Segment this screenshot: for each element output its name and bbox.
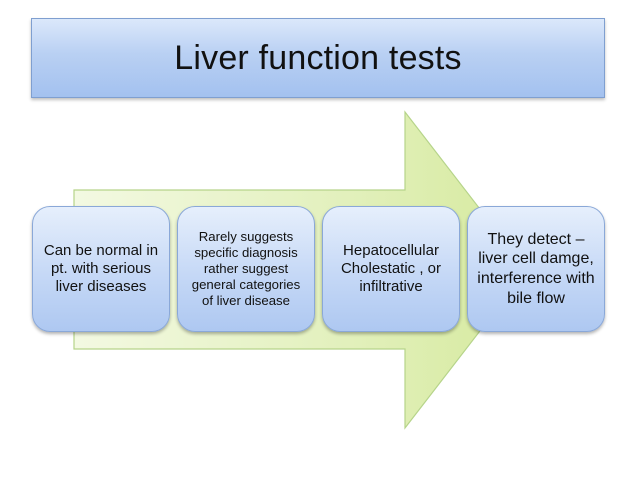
step-box-detection: They detect – liver cell damge, interfer… [467,206,605,332]
page-title: Liver function tests [174,38,462,77]
step-box-normal-in-serious-disease: Can be normal in pt. with serious liver … [32,206,170,332]
title-banner: Liver function tests [31,18,605,98]
step-text: Can be normal in pt. with serious liver … [43,241,159,296]
step-text: Rarely suggests specific diagnosis rathe… [191,228,301,309]
step-text: Hepatocellular Cholestatic , or infiltra… [340,241,442,296]
step-box-disease-patterns: Hepatocellular Cholestatic , or infiltra… [322,206,460,332]
step-box-general-categories: Rarely suggests specific diagnosis rathe… [177,206,315,332]
step-text: They detect – liver cell damge, interfer… [477,230,595,307]
